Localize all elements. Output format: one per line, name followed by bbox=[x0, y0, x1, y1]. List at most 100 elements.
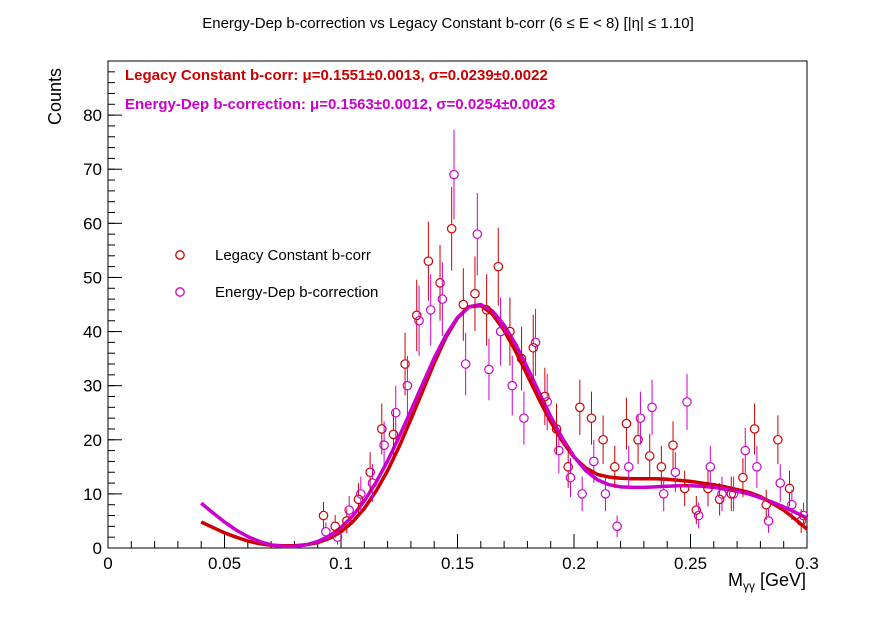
data-point-energy-dep bbox=[425, 305, 436, 315]
data-point-energy-dep bbox=[600, 489, 611, 499]
data-point-legacy bbox=[726, 489, 737, 499]
data-point-legacy bbox=[609, 462, 620, 472]
legend-marker-legacy bbox=[175, 250, 185, 260]
fit-curve-energy-dep bbox=[200, 302, 808, 549]
y-tick-label: 60 bbox=[83, 214, 102, 233]
data-point-legacy bbox=[423, 256, 434, 267]
data-point-energy-dep bbox=[752, 462, 762, 472]
data-point-energy-dep bbox=[402, 380, 413, 391]
data-point-legacy bbox=[470, 288, 480, 299]
data-point-energy-dep bbox=[321, 526, 331, 537]
data-point-legacy bbox=[400, 359, 410, 369]
x-tick-label: 0.15 bbox=[441, 554, 474, 573]
data-point-legacy bbox=[516, 353, 527, 364]
data-point-energy-dep bbox=[693, 510, 704, 521]
fit-curve-legacy bbox=[200, 303, 809, 548]
data-point-legacy bbox=[493, 261, 504, 272]
legend: Legacy Constant b-corr Energy-Dep b-corr… bbox=[175, 247, 378, 301]
data-point-energy-dep bbox=[530, 337, 541, 348]
x-axis-title-subscript: γγ bbox=[743, 579, 755, 593]
x-tick-label: 0.3 bbox=[795, 554, 819, 573]
x-axis-title: Mγγ [GeV] bbox=[728, 570, 806, 593]
data-point-legacy bbox=[551, 424, 562, 434]
y-tick-label: 80 bbox=[83, 106, 102, 125]
data-point-legacy bbox=[598, 434, 608, 445]
data-point-legacy bbox=[784, 483, 795, 494]
x-tick-label: 0.05 bbox=[208, 554, 241, 573]
data-point-legacy bbox=[342, 516, 352, 526]
x-axis-title-main: M bbox=[728, 570, 743, 590]
x-axis-title-unit: [GeV] bbox=[755, 570, 806, 590]
data-point-legacy bbox=[703, 483, 713, 494]
data-point-legacy bbox=[761, 499, 772, 510]
data-point-energy-dep bbox=[763, 516, 774, 526]
tick-labels: 0 0.05 0.1 0.15 0.2 0.25 0.3 0 10 20 30 40 50 60 70 80 bbox=[83, 106, 819, 573]
y-tick-label: 50 bbox=[83, 268, 102, 287]
data-point-legacy bbox=[749, 424, 760, 434]
y-axis-title: Counts bbox=[45, 68, 65, 125]
data-point-energy-dep bbox=[647, 402, 657, 413]
data-point-legacy bbox=[505, 326, 515, 337]
data-point-legacy bbox=[691, 505, 702, 515]
x-tick-label: 0.1 bbox=[329, 554, 353, 573]
data-point-energy-dep bbox=[577, 489, 587, 499]
data-point-energy-dep bbox=[728, 489, 739, 499]
data-point-legacy bbox=[435, 278, 445, 288]
data-point-legacy bbox=[376, 424, 387, 434]
data-point-legacy bbox=[318, 510, 329, 521]
data-point-energy-dep bbox=[484, 364, 494, 375]
data-point-energy-dep bbox=[367, 478, 378, 488]
data-point-legacy bbox=[714, 494, 725, 505]
plot-frame bbox=[107, 60, 808, 549]
y-tick-label: 20 bbox=[83, 431, 102, 450]
data-point-energy-dep bbox=[460, 359, 471, 369]
data-point-legacy bbox=[679, 483, 690, 494]
data-point-energy-dep bbox=[390, 407, 401, 418]
data-point-energy-dep bbox=[495, 326, 506, 337]
data-point-legacy bbox=[446, 223, 457, 234]
chart-title: Energy-Dep b-correction vs Legacy Consta… bbox=[202, 15, 694, 32]
data-point-legacy bbox=[575, 402, 585, 413]
data-point-energy-dep bbox=[449, 169, 459, 180]
x-tick-label: 0.2 bbox=[562, 554, 586, 573]
data-point-energy-dep bbox=[612, 521, 622, 532]
data-point-energy-dep bbox=[658, 489, 669, 499]
data-point-energy-dep bbox=[635, 413, 646, 423]
data-point-legacy bbox=[656, 462, 667, 472]
data-point-energy-dep bbox=[414, 315, 424, 326]
data-point-legacy bbox=[481, 305, 492, 315]
data-point-legacy bbox=[644, 451, 655, 461]
y-tick-label: 70 bbox=[83, 160, 102, 179]
data-point-energy-dep bbox=[717, 489, 727, 499]
legend-label-energy-dep: Energy-Dep b-correction bbox=[215, 284, 378, 301]
y-tick-label: 30 bbox=[83, 377, 102, 396]
data-point-legacy bbox=[388, 429, 399, 440]
data-point-legacy bbox=[668, 440, 678, 450]
data-point-energy-dep bbox=[332, 532, 343, 542]
data-point-legacy bbox=[796, 516, 806, 526]
data-point-energy-dep bbox=[775, 478, 786, 488]
data-point-energy-dep bbox=[705, 462, 716, 472]
y-tick-label: 40 bbox=[83, 323, 102, 342]
data-point-legacy bbox=[365, 467, 375, 478]
data-point-legacy bbox=[330, 521, 340, 532]
data-point-legacy bbox=[633, 434, 643, 445]
data-point-legacy bbox=[621, 418, 632, 429]
data-point-energy-dep bbox=[379, 440, 389, 450]
data-point-energy-dep bbox=[507, 380, 518, 391]
data-point-energy-dep bbox=[565, 472, 576, 483]
data-point-legacy bbox=[738, 472, 748, 483]
data-point-legacy bbox=[458, 299, 469, 310]
data-point-energy-dep bbox=[670, 467, 681, 478]
legend-label-legacy: Legacy Constant b-corr bbox=[215, 247, 371, 264]
data-point-energy-dep bbox=[437, 294, 448, 304]
data-point-energy-dep bbox=[682, 397, 692, 407]
x-tick-label: 0.25 bbox=[674, 554, 707, 573]
data-point-legacy bbox=[411, 310, 422, 321]
data-point-legacy bbox=[586, 413, 597, 423]
fit-curves bbox=[200, 302, 809, 549]
x-tick-label: 0 bbox=[103, 554, 112, 573]
data-point-energy-dep bbox=[542, 397, 553, 407]
data-point-energy-dep bbox=[740, 445, 751, 456]
